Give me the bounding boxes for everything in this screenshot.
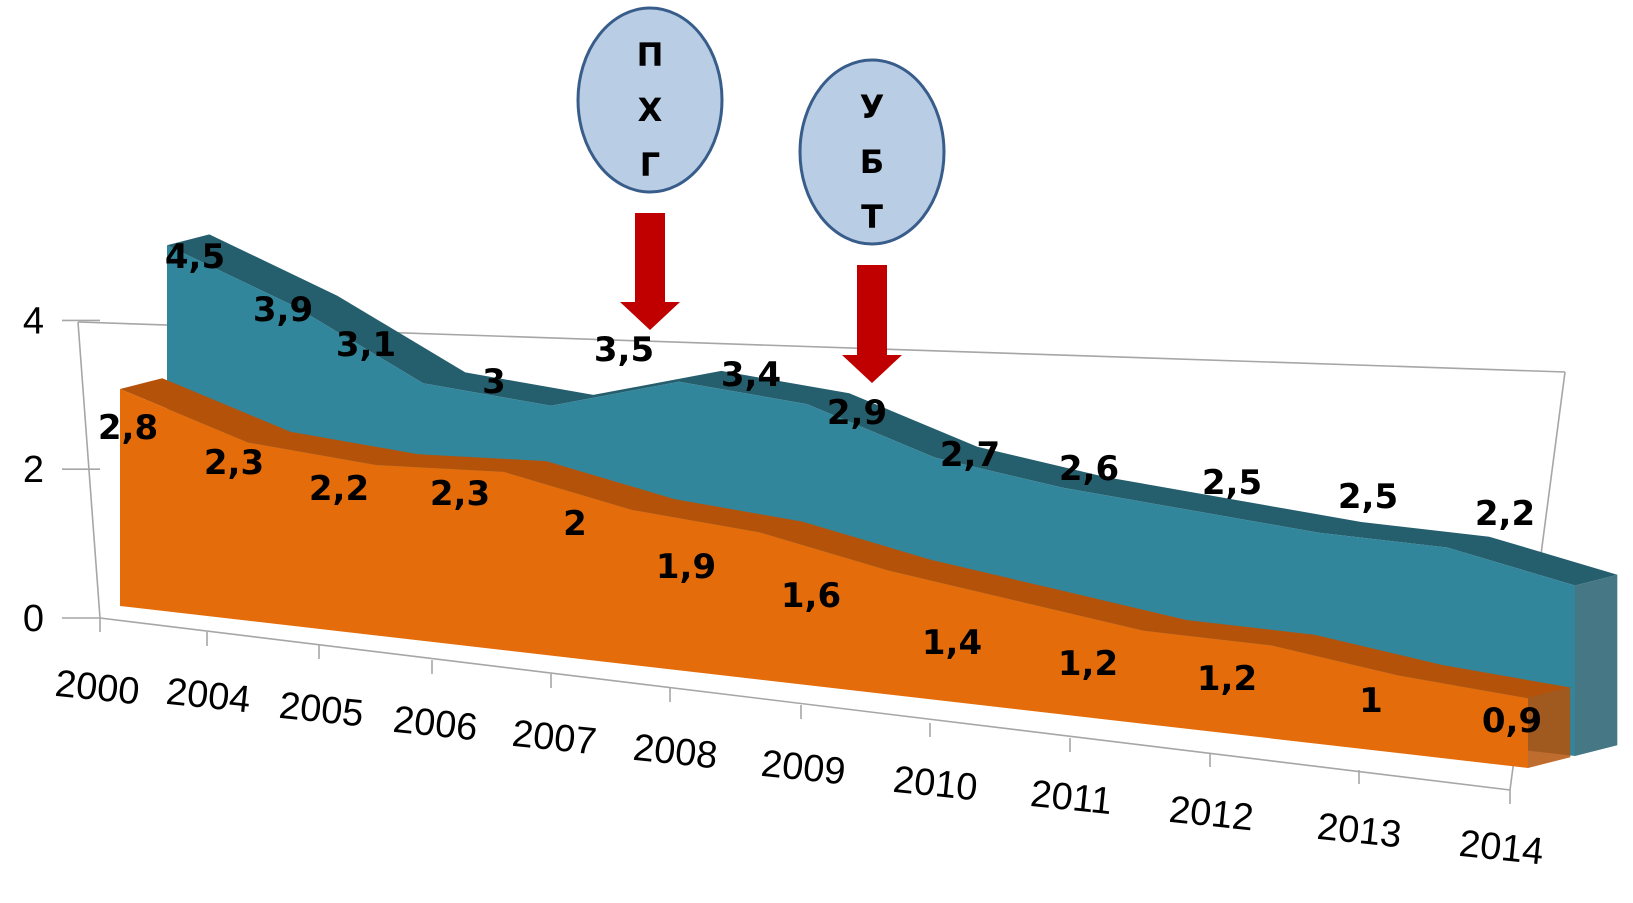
data-label: 2,9 xyxy=(827,393,887,433)
x-tick-label: 2005 xyxy=(277,685,365,736)
data-label: 1 xyxy=(1359,681,1383,721)
x-tick-label: 2008 xyxy=(631,727,719,778)
tick-labels: 0 2 4 2000 2004 2005 2006 2007 2008 2009 2010 2011 2… xyxy=(23,300,1546,873)
y-tick-label: 2 xyxy=(23,449,44,491)
series-0-side-face xyxy=(1575,574,1618,756)
callout-letter: Т xyxy=(861,198,883,236)
data-label: 2 xyxy=(563,504,587,544)
x-tick-label: 2012 xyxy=(1167,789,1255,840)
data-label: 1,2 xyxy=(1058,644,1118,684)
callout-letter: Б xyxy=(860,143,884,181)
data-label: 0,9 xyxy=(1482,701,1542,741)
series-1-top-surface xyxy=(120,378,1571,699)
x-tick-label: 2010 xyxy=(891,759,979,810)
series-1-front-face xyxy=(120,389,1528,768)
data-label: 2,2 xyxy=(1475,494,1535,534)
data-label: 2,5 xyxy=(1338,477,1398,517)
data-label: 4,5 xyxy=(165,237,225,277)
data-label: 2,5 xyxy=(1202,463,1262,503)
callout-letter: Г xyxy=(640,146,660,184)
data-label: 2,6 xyxy=(1059,449,1119,489)
x-tick-label: 2014 xyxy=(1457,823,1545,874)
x-tick-label: 2011 xyxy=(1028,773,1114,823)
x-axis-line xyxy=(99,617,1511,791)
series-front-area xyxy=(120,378,1571,768)
x-tick-label: 2000 xyxy=(53,663,141,714)
series-0-top-surface xyxy=(167,234,1618,586)
data-labels: 4,5 3,9 3,1 3 3,5 3,4 2,9 2,7 2,6 2,5 2,5 2,2 2,8 2,3… xyxy=(98,237,1542,741)
callout-letter: П xyxy=(637,36,664,74)
data-label: 1,9 xyxy=(656,547,716,587)
data-label: 1,2 xyxy=(1197,659,1257,699)
callouts: ПХГ УБТ xyxy=(576,6,946,383)
x-tick-label: 2009 xyxy=(759,743,847,794)
data-label: 1,4 xyxy=(922,623,982,663)
data-label: 3,5 xyxy=(594,330,654,370)
callout-ellipse xyxy=(576,6,724,194)
y-tick-label: 0 xyxy=(23,598,44,640)
data-label: 2,3 xyxy=(430,474,490,514)
down-arrow-icon xyxy=(842,265,902,383)
x-tick-label: 2013 xyxy=(1315,806,1403,857)
series-1-side-face xyxy=(1528,687,1571,768)
callout-letter: Х xyxy=(638,91,663,129)
x-tick-label: 2006 xyxy=(391,699,479,750)
data-label: 3 xyxy=(482,362,506,402)
callout-letter: У xyxy=(860,88,885,126)
data-label: 3,4 xyxy=(721,355,781,395)
x-tick-label: 2007 xyxy=(510,713,598,764)
y-tick-label: 4 xyxy=(23,300,44,342)
data-label: 2,3 xyxy=(204,443,264,483)
data-label: 2,8 xyxy=(98,408,158,448)
data-label: 2,7 xyxy=(940,435,1000,475)
callout-1: УБТ xyxy=(798,58,946,383)
x-tick-label: 2004 xyxy=(164,671,252,722)
data-label: 1,6 xyxy=(781,576,841,616)
data-label: 3,9 xyxy=(253,290,313,330)
down-arrow-icon xyxy=(620,213,680,330)
callout-ellipse xyxy=(798,58,946,246)
data-label: 3,1 xyxy=(336,325,396,365)
callout-0: ПХГ xyxy=(576,6,724,330)
data-label: 2,2 xyxy=(309,469,369,509)
